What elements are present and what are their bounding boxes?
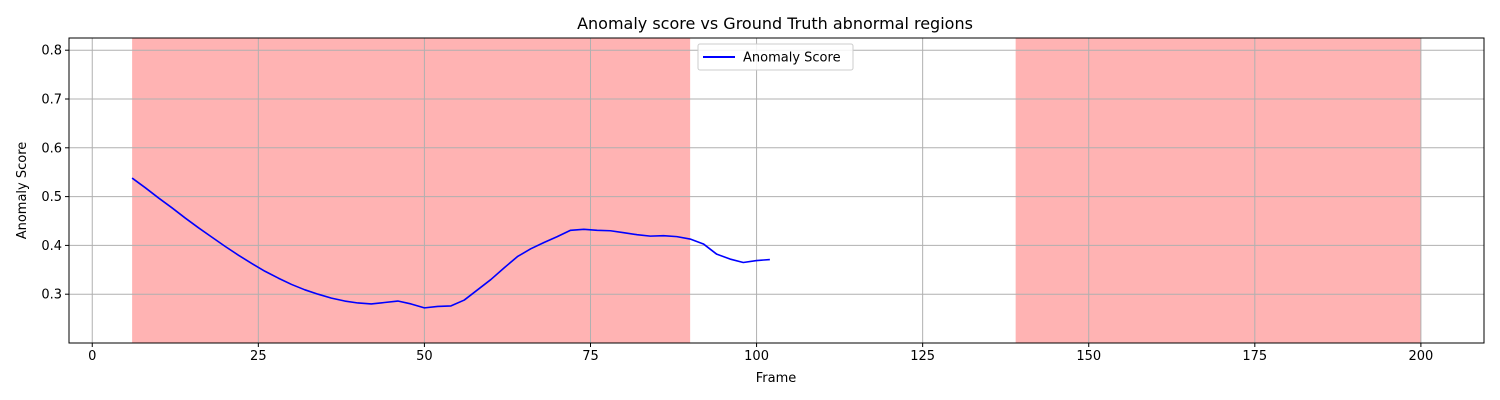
legend-label: Anomaly Score — [743, 51, 841, 66]
abnormal-regions — [132, 38, 1421, 343]
y-tick-label-3: 0.6 — [41, 141, 62, 156]
y-tick-label-1: 0.4 — [41, 239, 62, 254]
x-tick-label-7: 175 — [1242, 349, 1267, 364]
abnormal-region-2 — [1015, 38, 1421, 343]
plot-frame — [68, 37, 1485, 344]
x-tick-label-4: 100 — [744, 349, 769, 364]
axis-ticks: 0 25 50 75 100 125 150 175 200 0.3 0.4 0.5 0.6 0.7 0.8 — [41, 44, 1433, 364]
y-tick-label-0: 0.3 — [41, 288, 62, 303]
legend: Anomaly Score — [697, 43, 854, 71]
x-axis-label: Frame — [756, 371, 797, 386]
series-line-1 — [131, 177, 770, 309]
abnormal-region-1 — [132, 38, 691, 343]
x-tick-label-2: 50 — [416, 349, 433, 364]
x-tick-label-0: 0 — [88, 349, 96, 364]
x-tick-label-1: 25 — [250, 349, 267, 364]
x-tick-label-3: 75 — [582, 349, 599, 364]
x-tick-label-8: 200 — [1408, 349, 1433, 364]
y-tick-label-4: 0.7 — [41, 93, 62, 108]
y-tick-label-2: 0.5 — [41, 190, 62, 205]
y-axis-label: Anomaly Score — [15, 142, 30, 240]
series-layer — [131, 177, 770, 309]
x-tick-label-5: 125 — [910, 349, 935, 364]
grid — [69, 38, 1484, 343]
chart-title: Anomaly score vs Ground Truth abnormal r… — [577, 14, 973, 33]
x-tick-label-6: 150 — [1076, 349, 1101, 364]
legend-box — [697, 43, 854, 71]
y-tick-label-5: 0.8 — [41, 44, 62, 59]
